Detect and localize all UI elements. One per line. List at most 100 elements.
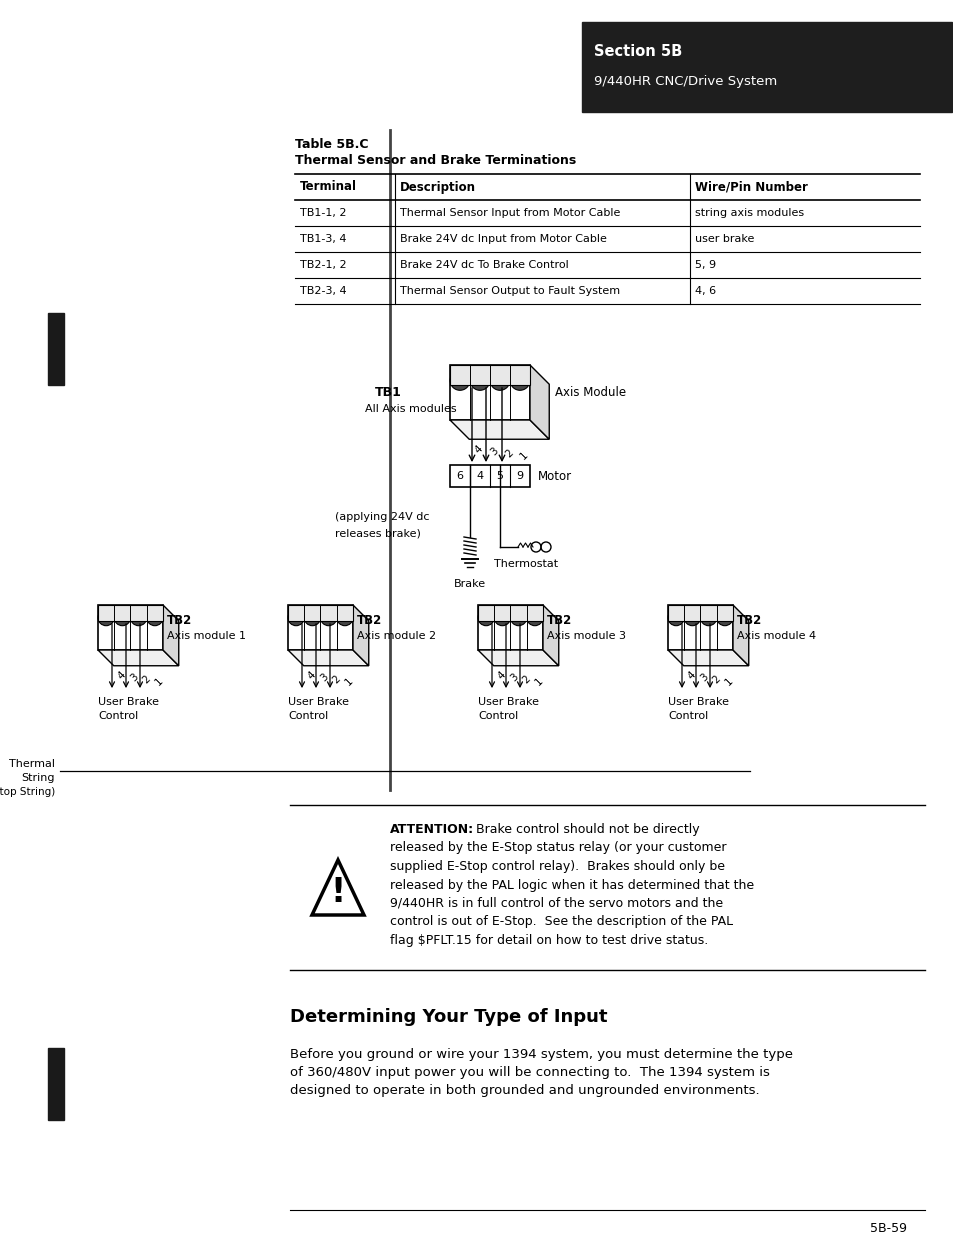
Text: control is out of E-Stop.  See the description of the PAL: control is out of E-Stop. See the descri… xyxy=(390,915,732,929)
Text: 1: 1 xyxy=(533,676,544,688)
Text: Thermal Sensor Input from Motor Cable: Thermal Sensor Input from Motor Cable xyxy=(399,207,619,219)
Text: ATTENTION:: ATTENTION: xyxy=(390,823,474,836)
Polygon shape xyxy=(530,366,549,440)
Polygon shape xyxy=(542,605,558,666)
Text: 2: 2 xyxy=(331,674,342,685)
Text: Before you ground or wire your 1394 system, you must determine the type: Before you ground or wire your 1394 syst… xyxy=(290,1049,792,1061)
Circle shape xyxy=(470,370,490,390)
Circle shape xyxy=(131,610,147,626)
Text: User Brake: User Brake xyxy=(477,697,538,706)
Text: 4: 4 xyxy=(473,443,484,456)
Text: Determining Your Type of Input: Determining Your Type of Input xyxy=(290,1008,607,1026)
Text: Brake: Brake xyxy=(454,579,485,589)
Text: Axis Module: Axis Module xyxy=(555,387,625,399)
Text: Brake 24V dc Input from Motor Cable: Brake 24V dc Input from Motor Cable xyxy=(399,233,606,245)
Text: released by the PAL logic when it has determined that the: released by the PAL logic when it has de… xyxy=(390,878,753,892)
Bar xyxy=(288,605,353,650)
Text: 9/440HR CNC/Drive System: 9/440HR CNC/Drive System xyxy=(594,75,777,89)
Text: flag $PFLT.15 for detail on how to test drive status.: flag $PFLT.15 for detail on how to test … xyxy=(390,934,707,947)
Bar xyxy=(288,605,353,621)
Bar xyxy=(48,1049,64,1120)
Bar xyxy=(98,605,163,621)
Text: released by the E-Stop status relay (or your customer: released by the E-Stop status relay (or … xyxy=(390,841,726,855)
Text: Axis module 2: Axis module 2 xyxy=(356,631,436,641)
Text: Thermal: Thermal xyxy=(9,760,55,769)
Text: TB2: TB2 xyxy=(546,614,572,627)
Text: TB2: TB2 xyxy=(356,614,382,627)
Text: Wire/Pin Number: Wire/Pin Number xyxy=(695,180,807,194)
Text: User Brake: User Brake xyxy=(667,697,728,706)
Circle shape xyxy=(494,610,510,626)
Text: Brake control should not be directly: Brake control should not be directly xyxy=(468,823,699,836)
Circle shape xyxy=(320,610,336,626)
Text: 4: 4 xyxy=(496,669,507,682)
Text: 2: 2 xyxy=(710,674,721,685)
Text: Control: Control xyxy=(98,711,138,721)
Polygon shape xyxy=(163,605,178,666)
Text: 9: 9 xyxy=(516,471,523,480)
Text: 5: 5 xyxy=(496,471,503,480)
Text: 2: 2 xyxy=(520,674,532,685)
Polygon shape xyxy=(288,650,369,666)
Text: string axis modules: string axis modules xyxy=(695,207,803,219)
Circle shape xyxy=(477,610,494,626)
Text: of 360/480V input power you will be connecting to.  The 1394 system is: of 360/480V input power you will be conn… xyxy=(290,1066,769,1079)
Text: TB2: TB2 xyxy=(737,614,761,627)
Text: 1: 1 xyxy=(518,450,530,461)
Text: Thermal Sensor Output to Fault System: Thermal Sensor Output to Fault System xyxy=(399,287,619,296)
Text: 2: 2 xyxy=(140,674,152,685)
Polygon shape xyxy=(98,650,178,666)
Text: (connect to E-Stop String): (connect to E-Stop String) xyxy=(0,787,55,797)
Circle shape xyxy=(667,610,683,626)
Bar xyxy=(667,605,732,621)
Text: Axis module 3: Axis module 3 xyxy=(546,631,625,641)
Text: 4, 6: 4, 6 xyxy=(695,287,716,296)
Bar xyxy=(48,312,64,385)
Bar xyxy=(450,466,530,487)
Text: 2: 2 xyxy=(503,447,515,459)
Text: 1: 1 xyxy=(722,676,734,688)
Text: designed to operate in both grounded and ungrounded environments.: designed to operate in both grounded and… xyxy=(290,1084,759,1097)
Text: 3: 3 xyxy=(508,672,519,684)
Bar xyxy=(581,22,951,112)
Text: 3: 3 xyxy=(318,672,330,684)
Circle shape xyxy=(288,610,304,626)
Text: !: ! xyxy=(330,876,345,909)
Polygon shape xyxy=(667,650,748,666)
Circle shape xyxy=(98,610,114,626)
Text: (applying 24V dc: (applying 24V dc xyxy=(335,513,429,522)
Text: String: String xyxy=(22,773,55,783)
Circle shape xyxy=(510,610,526,626)
Text: 4: 4 xyxy=(685,669,697,682)
Text: Control: Control xyxy=(477,711,517,721)
Text: supplied E-Stop control relay).  Brakes should only be: supplied E-Stop control relay). Brakes s… xyxy=(390,860,724,873)
Circle shape xyxy=(450,370,470,390)
Text: Axis module 4: Axis module 4 xyxy=(737,631,815,641)
Text: user brake: user brake xyxy=(695,233,754,245)
Circle shape xyxy=(490,370,509,390)
Text: TB2: TB2 xyxy=(167,614,193,627)
Polygon shape xyxy=(353,605,369,666)
Text: TB2-3, 4: TB2-3, 4 xyxy=(299,287,346,296)
Text: User Brake: User Brake xyxy=(98,697,159,706)
Circle shape xyxy=(700,610,716,626)
Text: Section 5B: Section 5B xyxy=(594,44,681,59)
Text: 1: 1 xyxy=(152,676,165,688)
Text: 9/440HR is in full control of the servo motors and the: 9/440HR is in full control of the servo … xyxy=(390,897,722,910)
Bar xyxy=(450,366,530,385)
Polygon shape xyxy=(450,420,549,440)
Text: 6: 6 xyxy=(456,471,463,480)
Bar xyxy=(667,605,732,650)
Polygon shape xyxy=(477,650,558,666)
Text: 4: 4 xyxy=(116,669,128,682)
Circle shape xyxy=(683,610,700,626)
Text: TB1-3, 4: TB1-3, 4 xyxy=(299,233,346,245)
Circle shape xyxy=(304,610,320,626)
Circle shape xyxy=(147,610,163,626)
Circle shape xyxy=(336,610,353,626)
Circle shape xyxy=(114,610,131,626)
Text: TB1: TB1 xyxy=(375,387,401,399)
Bar xyxy=(477,605,542,650)
Text: Axis module 1: Axis module 1 xyxy=(167,631,246,641)
Text: Table 5B.C: Table 5B.C xyxy=(294,138,368,152)
